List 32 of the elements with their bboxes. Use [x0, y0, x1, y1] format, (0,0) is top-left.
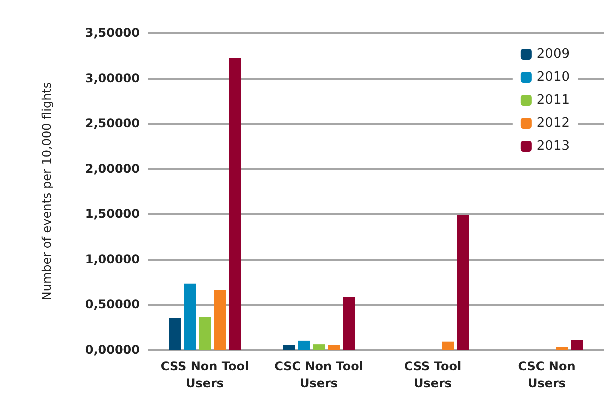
x-tick-label: CSS Tool Users	[404, 360, 462, 390]
legend-label: 2012	[536, 116, 570, 131]
bar	[298, 340, 310, 350]
y-tick-label: 1,00000	[85, 252, 140, 266]
legend-label: 2013	[536, 139, 570, 154]
y-tick-label: 0,50000	[85, 298, 140, 312]
y-tick-label: 0,00000	[85, 343, 140, 357]
bar	[184, 284, 196, 350]
x-tick-label: CSC Non Tool Users	[274, 360, 364, 390]
bar	[283, 345, 295, 350]
y-tick-label: 2,50000	[85, 116, 140, 131]
legend-label: 2009	[536, 47, 570, 62]
x-tick-label: CSC Non Users	[518, 360, 576, 390]
bar	[214, 290, 226, 350]
bar	[328, 345, 340, 350]
bar	[442, 342, 454, 350]
bar	[556, 347, 568, 350]
bar	[169, 318, 181, 350]
y-tick-label: 1,50000	[85, 207, 140, 222]
legend-label: 2010	[536, 70, 570, 85]
x-tick-label: CSS Non Tool Users	[160, 360, 250, 390]
y-tick-label: 2,00000	[85, 162, 140, 176]
bar	[229, 58, 241, 350]
y-tick-label: 3,00000	[85, 71, 140, 86]
bar	[343, 297, 355, 350]
bar	[571, 340, 583, 350]
bar	[199, 317, 211, 350]
bar	[313, 344, 325, 350]
y-tick-label: 3,50000	[85, 26, 140, 40]
legend-label: 2011	[536, 93, 570, 108]
bar	[457, 215, 469, 350]
y-axis-title: Number of events per 10,000 flights	[40, 82, 54, 301]
